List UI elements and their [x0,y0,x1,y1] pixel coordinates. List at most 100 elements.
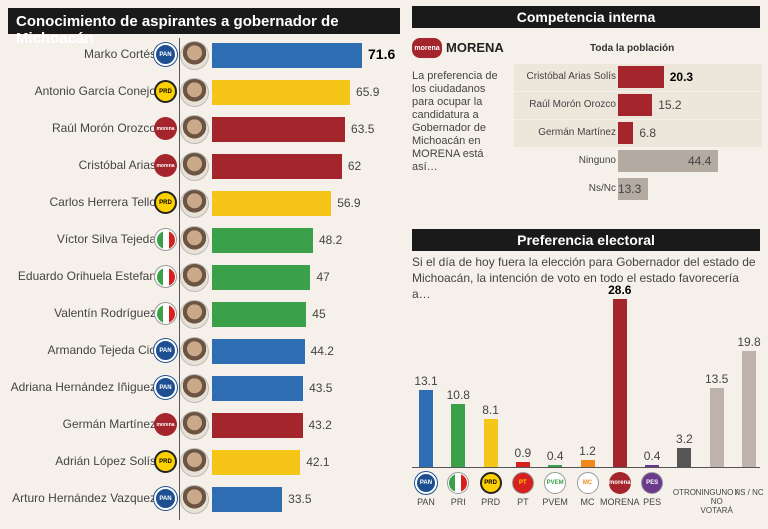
candidate-name: Eduardo Orihuela Estefan [17,269,156,283]
bar-value-label: 19.8 [737,334,761,349]
competencia-name: Cristóbal Arias Solís [526,71,616,82]
bar-value-label: 45 [312,307,326,321]
candidate-photo [180,300,209,329]
candidate-photo [180,189,209,218]
bar [618,94,653,116]
bar [212,191,332,216]
bar-category-label: PT [517,497,529,507]
competencia-title: Competencia interna [412,6,760,28]
bar-value-label: 1.2 [579,443,596,458]
candidate-row: Adrián López Solís PRD 42.1 [8,444,400,481]
bar [212,43,362,68]
bar [618,122,634,144]
morena-logo-icon: morena [154,154,177,177]
competencia-row: Cristóbal Arias Solís 20.3 [514,66,762,89]
bar-category-label: PES [643,497,662,507]
morena-label: MORENA [446,40,504,55]
bar [677,448,692,467]
bar [212,413,303,438]
candidate-name: Carlos Herrera Tello [49,195,156,209]
candidate-name: Arturo Hernández Vazquez [12,491,156,505]
bar-value-label: 44.2 [310,344,334,358]
competencia-row: Ninguno 44.4 [514,150,762,173]
bar-value-label: 13.5 [705,371,729,386]
candidate-photo [180,263,209,292]
bar-value-label: 15.2 [658,98,682,112]
candidate-row: Antonio García Conejo PRD 65.9 [8,74,400,111]
prd-logo-icon: PRD [154,80,177,103]
competencia-row: Ns/Nc 13.3 [514,178,762,201]
pri-logo-icon [154,265,177,288]
candidate-row: Arturo Hernández Vazquez PAN 33.5 [8,481,400,518]
bar [212,265,311,290]
candidate-name: Raúl Morón Orozco [51,121,156,135]
bar-value-label: 44.4 [688,154,712,168]
bar-value-label: 0.4 [643,448,661,463]
bar [212,80,351,105]
bar [618,178,648,200]
bar-value-label: 42.1 [306,455,330,469]
candidate-photo [180,115,209,144]
bar [212,487,283,512]
morena-logo-icon: morena [154,117,177,140]
pan-logo-icon: PAN [154,43,177,66]
bar-value-label: 62 [347,159,362,173]
candidate-row: Marko Cortés PAN 71.6 [8,37,400,74]
competencia-subtitle: Toda la población [590,43,675,54]
competencia-row: Germán Martínez 6.8 [514,122,762,145]
candidate-photo [180,152,209,181]
preferencia-baseline [412,467,760,468]
candidate-row: Cristóbal Arias morena 62 [8,148,400,185]
competencia-description: La preferencia de los ciudadanos para oc… [412,70,498,173]
candidate-name: Valentín Rodríguez [54,306,156,320]
candidate-name: Germán Martínez [62,417,156,431]
candidate-name: Víctor Silva Tejeda [56,232,156,246]
pvem-logo-icon: PVEM [544,472,567,494]
candidate-name: Marko Cortés [83,47,156,61]
axis-divider [179,38,180,520]
bar-category-label: NINGUNO / NO VOTARÁ [695,488,738,515]
candidate-row: Raúl Morón Orozco morena 63.5 [8,111,400,148]
bar [612,299,627,467]
bar-value-label: 3.2 [676,432,693,447]
morena-logo-icon: morena [608,472,631,494]
bar [645,464,660,467]
competencia-name: Raúl Morón Orozco [529,99,616,110]
pes-logo-icon: PES [641,472,664,494]
bar-category-label: PRD [481,497,501,507]
bar-value-label: 71.6 [368,46,396,62]
candidate-photo [180,485,209,514]
candidate-photo [180,41,209,70]
pri-logo-icon [447,472,470,494]
pri-logo-icon [154,228,177,251]
bar [709,387,724,467]
left-chart-title: Conocimiento de aspirantes a gobernador … [8,8,400,47]
pt-logo-icon: PT [511,472,534,494]
bar-value-label: 10.8 [446,387,470,402]
prd-logo-icon: PRD [154,450,177,473]
candidate-name: Armando Tejeda Cid [47,343,156,357]
bar-category-label: PVEM [542,497,568,507]
competencia-row: Raúl Morón Orozco 15.2 [514,94,762,117]
bar-value-label: 56.9 [337,196,361,210]
pan-logo-icon: PAN [415,472,437,494]
pri-logo-icon [154,302,177,325]
bar [212,450,301,475]
competencia-name: Germán Martínez [538,127,616,138]
bar-category-label: NS / NC [734,488,764,497]
candidate-photo [180,78,209,107]
bar-value-label: 0.9 [514,445,532,460]
bar-value-label: 13.1 [414,374,438,389]
candidate-photo [180,411,209,440]
row-background [514,120,762,147]
bar-value-label: 43.2 [308,418,332,432]
bar-value-label: 63.5 [351,122,375,136]
bar-value-label: 48.2 [318,233,343,247]
bar-value-label: 33.5 [288,492,312,506]
mc-logo-icon: MC [576,472,599,494]
bar [212,117,346,142]
bar-category-label: PRI [450,497,466,507]
bar-value-label: 65.9 [356,85,380,99]
bar-value-label: 43.5 [309,381,333,395]
prd-logo-icon: PRD [479,472,502,494]
